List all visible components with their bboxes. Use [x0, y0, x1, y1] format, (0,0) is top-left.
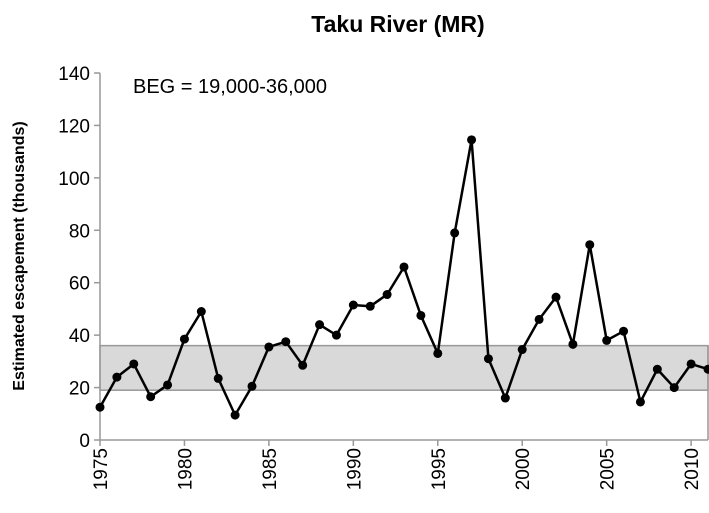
point [315, 320, 325, 330]
point [602, 335, 612, 345]
y-tick-label: 120 [58, 116, 90, 137]
point [298, 360, 308, 370]
x-tick-label: 2000 [513, 448, 534, 490]
point [619, 326, 629, 336]
point [196, 307, 206, 317]
point [399, 262, 409, 272]
point [382, 290, 392, 300]
point [281, 337, 291, 347]
point [703, 364, 709, 374]
point [686, 359, 696, 369]
y-tick-label: 20 [69, 379, 90, 400]
point [534, 314, 544, 324]
x-tick-label: 1995 [429, 448, 450, 490]
point [585, 240, 595, 250]
point [551, 292, 561, 302]
point [416, 310, 426, 320]
point [213, 373, 223, 383]
point [129, 359, 139, 369]
point [247, 381, 257, 391]
point [517, 345, 527, 355]
point [146, 392, 156, 402]
point [331, 330, 341, 340]
point [635, 397, 645, 407]
point [450, 228, 460, 238]
y-tick-label: 60 [69, 274, 90, 295]
y-tick-label: 100 [58, 169, 90, 190]
annotation: BEG = 19,000-36,000 [133, 76, 327, 98]
x-tick-label: 1990 [344, 448, 365, 490]
x-tick-label: 1975 [91, 448, 112, 490]
point [365, 301, 375, 311]
point [95, 402, 105, 412]
point [483, 354, 493, 364]
point [112, 372, 122, 382]
x-tick-label: 1985 [260, 448, 281, 490]
x-tick-label: 2010 [682, 448, 703, 490]
point [652, 364, 662, 374]
chart-title: Taku River (MR) [311, 11, 484, 37]
point [467, 135, 477, 145]
point [669, 383, 679, 393]
point [163, 380, 173, 390]
x-tick-label: 1980 [175, 448, 196, 490]
y-tick-label: 80 [69, 221, 90, 242]
point [230, 410, 240, 420]
x-tick-label: 2005 [598, 448, 619, 490]
goal-band [99, 344, 709, 391]
point [348, 300, 358, 310]
point [500, 393, 510, 403]
point [179, 334, 189, 344]
y-tick-label: 140 [58, 64, 90, 85]
y-axis-label: Estimated escapement (thousands) [11, 121, 28, 390]
point [433, 348, 443, 358]
y-tick-label: 40 [69, 326, 90, 347]
y-tick-label: 0 [79, 431, 90, 452]
point [264, 342, 274, 352]
point [568, 339, 578, 349]
